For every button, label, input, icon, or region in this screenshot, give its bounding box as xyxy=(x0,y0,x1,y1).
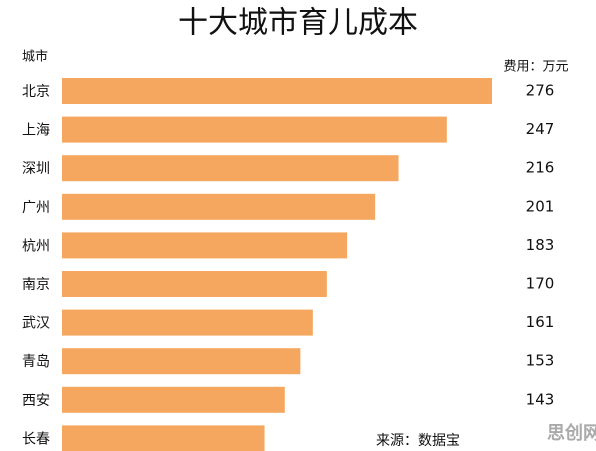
value-label: 170 xyxy=(526,275,555,293)
category-label: 长春 xyxy=(22,431,50,447)
value-label: 183 xyxy=(526,236,555,254)
bar xyxy=(62,309,313,336)
value-label: 216 xyxy=(526,159,555,177)
value-label: 161 xyxy=(526,313,555,331)
bar xyxy=(62,425,265,451)
category-label: 北京 xyxy=(22,84,50,100)
unit-label: 费用：万元 xyxy=(503,60,568,75)
bar xyxy=(62,232,348,259)
bar xyxy=(62,116,447,143)
watermark: 思创网 xyxy=(547,422,596,444)
source: 来源：数据宝 xyxy=(376,433,460,449)
value-label: 153 xyxy=(526,352,555,370)
bar xyxy=(62,271,327,297)
category-label: 杭州 xyxy=(22,238,50,254)
bar xyxy=(62,78,492,104)
bar xyxy=(62,348,301,375)
category-label: 深圳 xyxy=(22,161,50,177)
value-label: 201 xyxy=(526,197,555,215)
category-label: 广州 xyxy=(22,200,50,216)
bar xyxy=(62,193,376,220)
category-label: 西安 xyxy=(22,393,50,409)
category-label: 武汉 xyxy=(22,316,50,332)
category-axis-label: 城市 xyxy=(22,49,48,65)
bar xyxy=(62,386,285,413)
value-label: 276 xyxy=(526,82,555,100)
category-label: 上海 xyxy=(22,123,50,139)
category-label: 南京 xyxy=(22,277,50,293)
value-label: 247 xyxy=(526,120,555,138)
value-label: 143 xyxy=(526,390,555,408)
category-label: 青岛 xyxy=(22,354,50,370)
bar xyxy=(62,155,399,182)
chart-title: 十大城市育儿成本 xyxy=(178,6,418,41)
